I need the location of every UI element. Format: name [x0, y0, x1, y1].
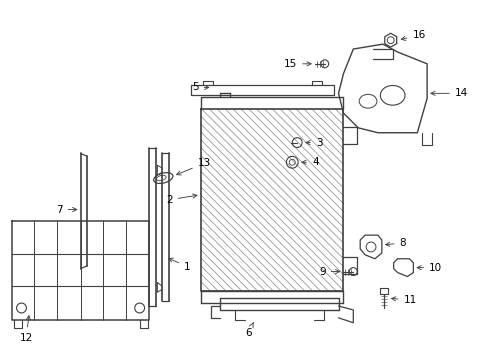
Text: 15: 15 [284, 59, 311, 69]
Text: 14: 14 [431, 88, 468, 98]
Text: 4: 4 [302, 157, 318, 167]
Text: 11: 11 [392, 295, 417, 305]
Text: 3: 3 [306, 138, 322, 148]
Text: 6: 6 [245, 322, 253, 338]
Text: 2: 2 [166, 194, 197, 205]
Text: 16: 16 [401, 30, 426, 40]
Text: 8: 8 [386, 238, 406, 248]
Text: 9: 9 [319, 266, 340, 276]
Text: 12: 12 [20, 316, 33, 342]
Text: 13: 13 [176, 158, 211, 175]
Text: 1: 1 [169, 258, 191, 272]
Text: 7: 7 [56, 204, 77, 215]
Text: 10: 10 [417, 263, 442, 273]
Text: 5: 5 [192, 82, 209, 93]
